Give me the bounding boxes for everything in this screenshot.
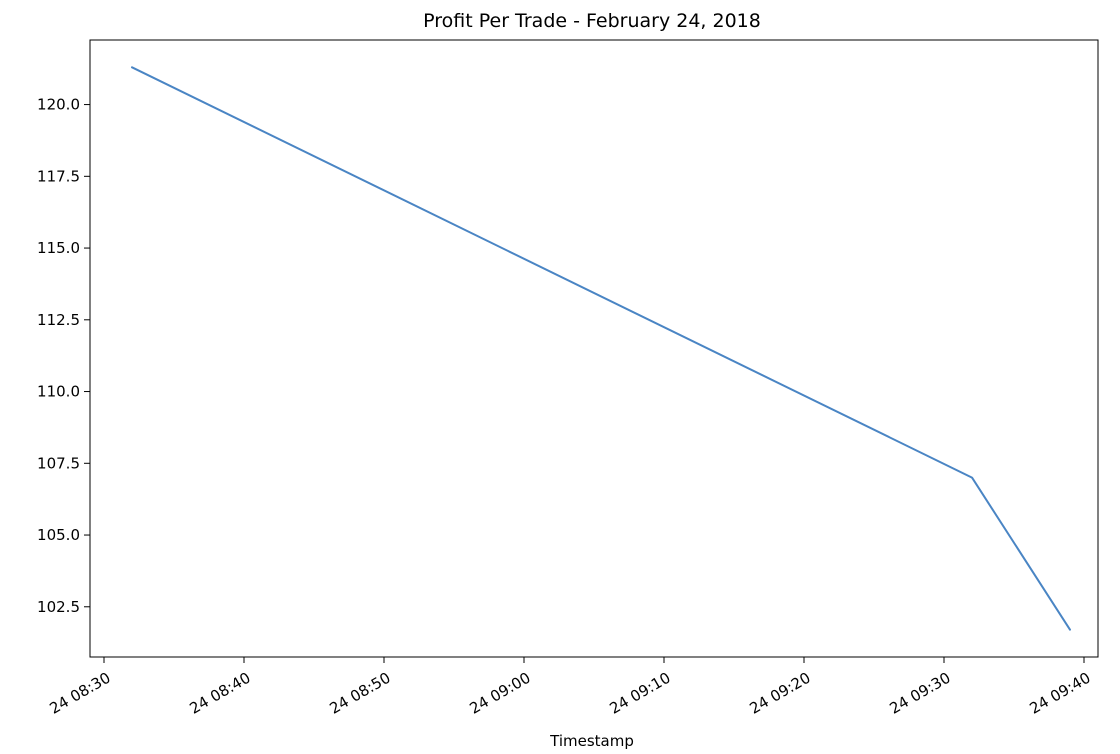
y-tick-label: 112.5 <box>37 311 80 329</box>
y-tick-label: 102.5 <box>37 598 80 616</box>
data-point <box>971 477 973 479</box>
y-tick-label: 110.0 <box>37 383 80 401</box>
y-tick-label: 117.5 <box>37 167 80 185</box>
x-tick-label: 24 09:00 <box>466 669 533 718</box>
x-axis-label: Timestamp <box>549 732 634 750</box>
x-tick-label: 24 08:40 <box>186 669 253 718</box>
plot-area <box>89 39 1099 658</box>
x-tick-label: 24 09:10 <box>606 669 673 718</box>
series-line <box>131 66 1071 631</box>
series-layer <box>131 66 1071 631</box>
x-tick-label: 24 08:30 <box>46 669 113 718</box>
x-tick-label: 24 08:50 <box>326 669 393 718</box>
x-axis: 24 08:30 24 08:40 24 08:50 24 09:00 24 09:10… <box>46 657 1094 718</box>
y-tick-label: 120.0 <box>37 96 80 114</box>
x-tick-label: 24 09:40 <box>1026 669 1093 718</box>
y-axis: 102.5 105.0 107.5 110.0 112.5 115.0 117.5 120.0 <box>37 96 90 616</box>
chart-title: Profit Per Trade - February 24, 2018 <box>423 10 761 32</box>
data-point <box>131 66 133 68</box>
y-tick-label: 107.5 <box>37 454 80 472</box>
x-tick-label: 24 09:20 <box>746 669 813 718</box>
y-tick-label: 115.0 <box>37 239 80 257</box>
y-tick-label: 105.0 <box>37 526 80 544</box>
x-tick-label: 24 09:30 <box>886 669 953 718</box>
data-point <box>1069 629 1071 631</box>
